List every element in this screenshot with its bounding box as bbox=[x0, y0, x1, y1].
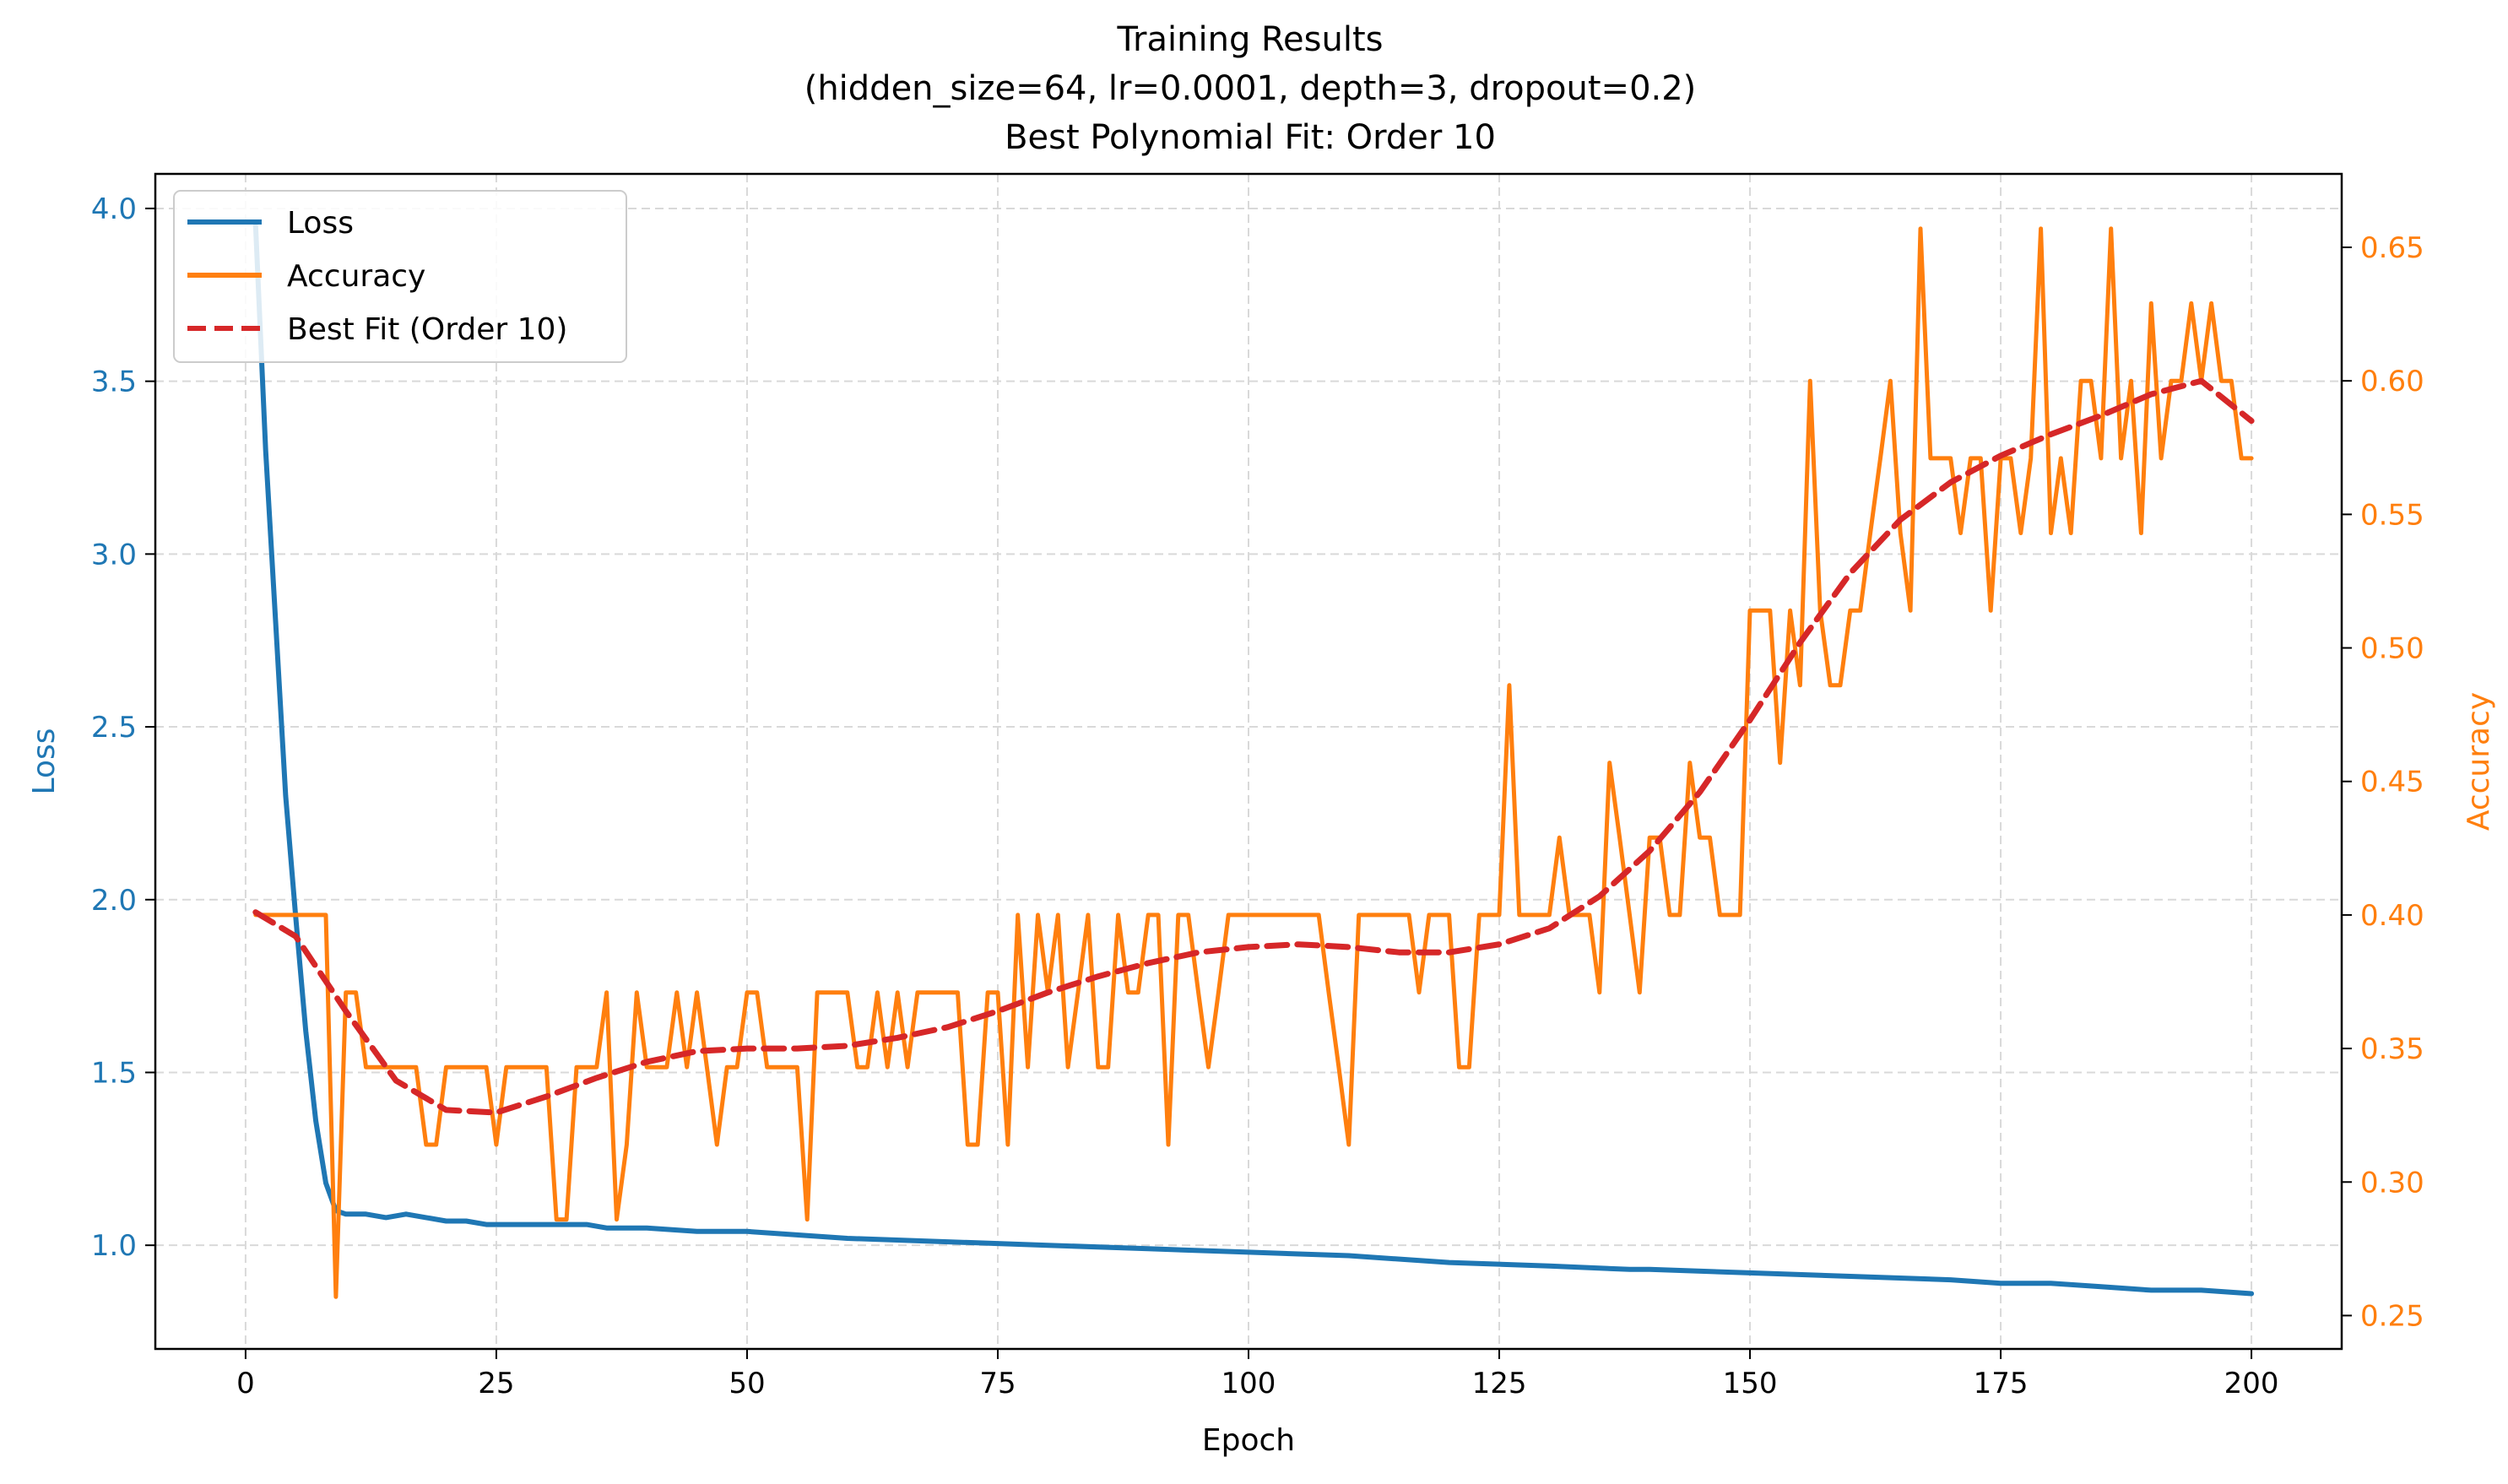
chart-title: Training Results bbox=[1117, 20, 1384, 59]
legend-label-best-fit: Best Fit (Order 10) bbox=[287, 312, 567, 347]
legend-label-loss: Loss bbox=[287, 206, 354, 241]
y-right-tick-label: 0.25 bbox=[2360, 1299, 2424, 1333]
y-left-tick-label: 4.0 bbox=[91, 192, 137, 226]
y-left-tick-label: 1.5 bbox=[91, 1056, 137, 1090]
y-right-tick-label: 0.65 bbox=[2360, 231, 2424, 265]
data-layer bbox=[252, 223, 2255, 1299]
x-tick-label: 25 bbox=[478, 1367, 514, 1400]
loss-series-line bbox=[252, 223, 2255, 1297]
x-axis-label: Epoch bbox=[1202, 1423, 1295, 1458]
y-right-tick-label: 0.35 bbox=[2360, 1032, 2424, 1066]
y-left-tick-label: 3.5 bbox=[91, 366, 137, 399]
y-left-tick-label: 2.0 bbox=[91, 884, 137, 918]
x-tick-label: 175 bbox=[1974, 1367, 2029, 1400]
y-axis-right: 0.25 0.30 0.35 0.40 0.45 0.50 0.55 0.60 0.65 bbox=[2342, 231, 2424, 1333]
x-axis: 0 25 50 75 100 125 150 175 200 bbox=[236, 1349, 2279, 1400]
y-left-tick-label: 3.0 bbox=[91, 538, 137, 571]
x-tick-label: 200 bbox=[2224, 1367, 2279, 1400]
y-right-tick-label: 0.40 bbox=[2360, 899, 2424, 933]
accuracy-series-line bbox=[253, 226, 2254, 1299]
chart-subtitle-line-1: (hidden_size=64, lr=0.0001, depth=3, dro… bbox=[804, 69, 1697, 108]
y-left-tick-label: 1.0 bbox=[91, 1229, 137, 1263]
best-fit-series-line bbox=[252, 377, 2255, 1116]
grid-layer bbox=[155, 174, 2342, 1349]
x-tick-label: 75 bbox=[979, 1367, 1016, 1400]
y-right-tick-label: 0.60 bbox=[2360, 365, 2424, 398]
legend-label-accuracy: Accuracy bbox=[287, 259, 425, 294]
legend-box bbox=[173, 190, 627, 363]
y-right-tick-label: 0.45 bbox=[2360, 766, 2424, 799]
y-axis-left-label: Loss bbox=[27, 728, 62, 795]
x-tick-label: 50 bbox=[729, 1367, 765, 1400]
y-right-tick-label: 0.50 bbox=[2360, 632, 2424, 666]
y-right-tick-label: 0.55 bbox=[2360, 498, 2424, 532]
x-tick-label: 0 bbox=[236, 1367, 255, 1400]
chart-subtitle-line-2: Best Polynomial Fit: Order 10 bbox=[1005, 118, 1496, 157]
y-right-tick-label: 0.30 bbox=[2360, 1166, 2424, 1200]
x-tick-label: 100 bbox=[1221, 1367, 1276, 1400]
y-axis-left: 1.0 1.5 2.0 2.5 3.0 3.5 4.0 bbox=[91, 192, 155, 1263]
y-left-tick-label: 2.5 bbox=[91, 711, 137, 745]
x-tick-label: 125 bbox=[1472, 1367, 1527, 1400]
legend: Loss Accuracy Best Fit (Order 10) bbox=[173, 190, 627, 363]
y-axis-right-label: Accuracy bbox=[2462, 692, 2496, 831]
x-tick-label: 150 bbox=[1723, 1367, 1778, 1400]
